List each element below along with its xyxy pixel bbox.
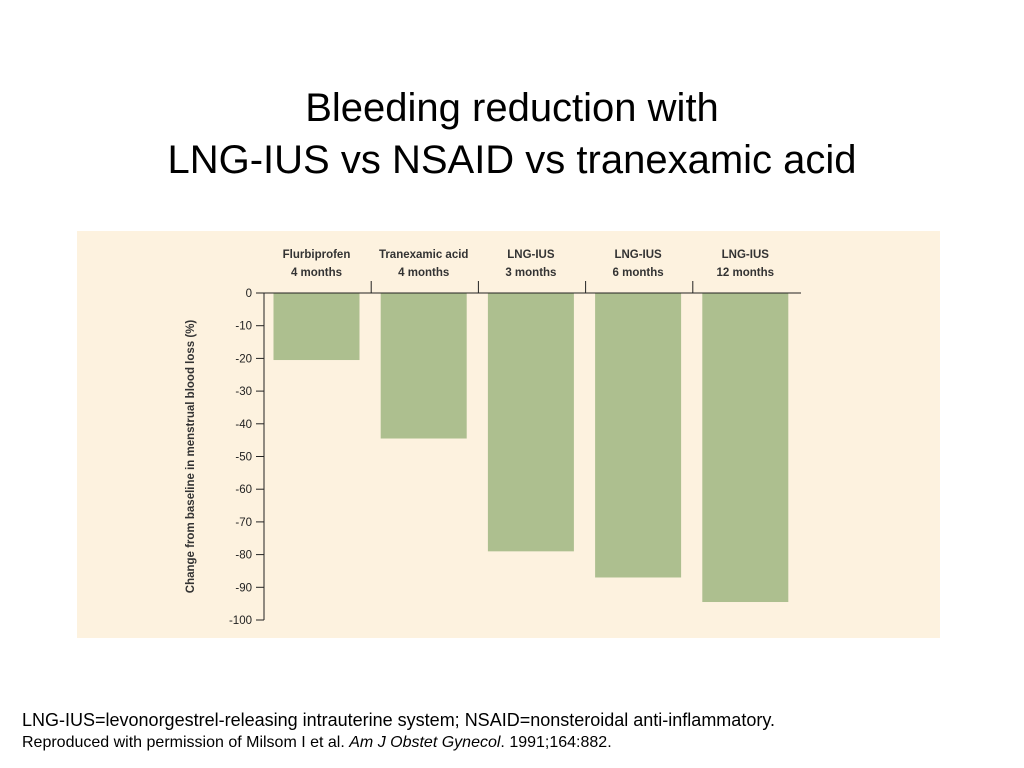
y-tick-label: -40 bbox=[235, 419, 252, 431]
citation-suffix: . 1991;164:882. bbox=[500, 734, 611, 751]
category-label: LNG-IUS bbox=[722, 249, 770, 261]
category-label: 6 months bbox=[613, 267, 664, 279]
bar bbox=[381, 293, 467, 439]
y-tick-label: -30 bbox=[235, 386, 252, 398]
category-label: LNG-IUS bbox=[507, 249, 555, 261]
y-tick-label: -70 bbox=[235, 517, 252, 529]
slide-title: Bleeding reduction with LNG-IUS vs NSAID… bbox=[0, 82, 1024, 186]
y-tick-label: -10 bbox=[235, 321, 252, 333]
bar bbox=[595, 293, 681, 577]
title-line-1: Bleeding reduction with bbox=[0, 82, 1024, 134]
footnote-abbreviations: LNG-IUS=levonorgestrel-releasing intraut… bbox=[22, 708, 1012, 732]
y-axis-label: Change from baseline in menstrual blood … bbox=[185, 320, 197, 594]
chart-panel: 0 -10 -20 -30 -40 -50 -60 -70 -80 -90 -100 Flurbipr… bbox=[77, 231, 940, 638]
citation-journal: Am J Obstet Gynecol bbox=[349, 734, 500, 751]
category-label: Flurbiprofen bbox=[283, 249, 351, 261]
bar bbox=[702, 293, 788, 602]
y-tick-label: -50 bbox=[235, 452, 252, 464]
y-tick-label: -80 bbox=[235, 550, 252, 562]
bar bbox=[274, 293, 360, 360]
category-label: LNG-IUS bbox=[614, 249, 662, 261]
y-tick-label: -90 bbox=[235, 582, 252, 594]
footnote-citation: Reproduced with permission of Milsom I e… bbox=[22, 732, 1012, 754]
y-tick-label: -20 bbox=[235, 353, 252, 365]
y-tick-label: -100 bbox=[229, 615, 252, 627]
y-tick-label: -60 bbox=[235, 484, 252, 496]
bar bbox=[488, 293, 574, 551]
title-line-2: LNG-IUS vs NSAID vs tranexamic acid bbox=[0, 134, 1024, 186]
footnote: LNG-IUS=levonorgestrel-releasing intraut… bbox=[22, 708, 1012, 754]
category-label: Tranexamic acid bbox=[379, 249, 469, 261]
bar-chart: 0 -10 -20 -30 -40 -50 -60 -70 -80 -90 -100 Flurbipr… bbox=[77, 231, 940, 638]
category-label: 3 months bbox=[505, 267, 556, 279]
citation-prefix: Reproduced with permission of Milsom I e… bbox=[22, 734, 349, 751]
category-label: 4 months bbox=[398, 267, 449, 279]
category-label: 4 months bbox=[291, 267, 342, 279]
y-tick-label: 0 bbox=[246, 288, 252, 300]
category-label: 12 months bbox=[717, 267, 775, 279]
